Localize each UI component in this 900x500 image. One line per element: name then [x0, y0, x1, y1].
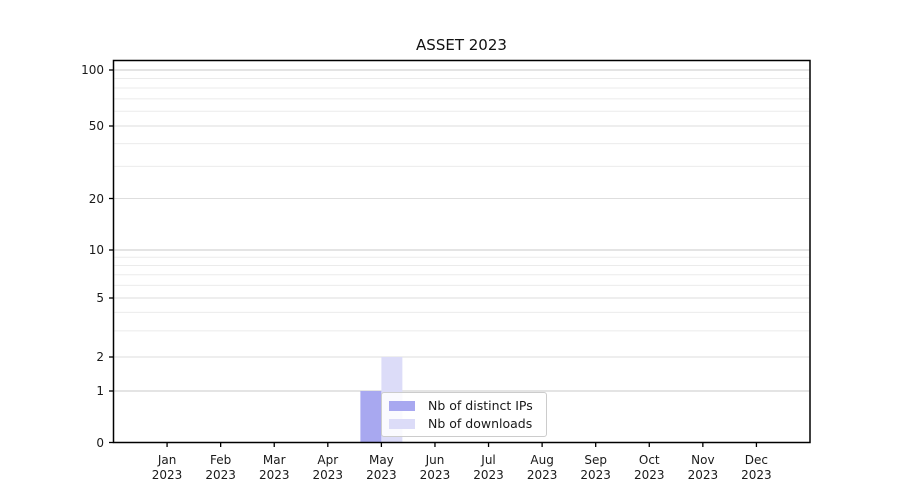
- plot-border: [112, 59, 811, 444]
- x-tick-label-jun-2023: Jun 2023: [419, 453, 451, 482]
- y-tick-label-1: 1: [96, 384, 104, 398]
- x-tick-label-jul-2023: Jul 2023: [473, 453, 504, 482]
- bar-nb-of-distinct-ips-may-2023: [360, 391, 382, 443]
- gridlines-layer: [114, 69, 810, 392]
- y-tick-label-0: 0: [96, 435, 104, 450]
- y-tick-label-50: 50: [88, 119, 104, 133]
- x-tick-label-jan-2023: Jan 2023: [151, 453, 183, 482]
- y-tick-label-100: 100: [81, 63, 104, 77]
- legend: Nb of distinct IPs Nb of downloads: [381, 392, 547, 437]
- x-tick-label-feb-2023: Feb 2023: [205, 453, 236, 482]
- legend-swatch-distinct-ips-icon: [389, 400, 415, 411]
- x-tick-label-nov-2023: Nov 2023: [687, 453, 719, 482]
- x-tick-label-aug-2023: Aug 2023: [526, 453, 558, 482]
- chart-title: ASSET 2023: [416, 36, 507, 54]
- x-tick-label-sep-2023: Sep 2023: [580, 453, 611, 482]
- y-tick-label-20: 20: [88, 191, 104, 206]
- legend-swatch-downloads-icon: [389, 418, 415, 429]
- legend-item-downloads: Nb of downloads: [389, 416, 540, 431]
- x-tick-label-apr-2023: Apr 2023: [312, 453, 344, 482]
- y-tick-label-10: 10: [88, 243, 104, 257]
- legend-label-downloads: Nb of downloads: [428, 416, 533, 431]
- y-tick-label-2: 2: [96, 350, 104, 364]
- x-tick-label-mar-2023: Mar 2023: [258, 453, 290, 482]
- legend-item-distinct-ips: Nb of distinct IPs: [389, 398, 540, 413]
- y-tick-label-5: 5: [96, 291, 104, 305]
- x-tick-label-oct-2023: Oct 2023: [633, 453, 665, 482]
- x-tick-label-may-2023: May 2023: [366, 453, 397, 482]
- x-tick-label-dec-2023: Dec 2023: [741, 453, 772, 482]
- legend-label-distinct-ips: Nb of distinct IPs: [428, 398, 533, 413]
- axes-layer: [109, 59, 811, 447]
